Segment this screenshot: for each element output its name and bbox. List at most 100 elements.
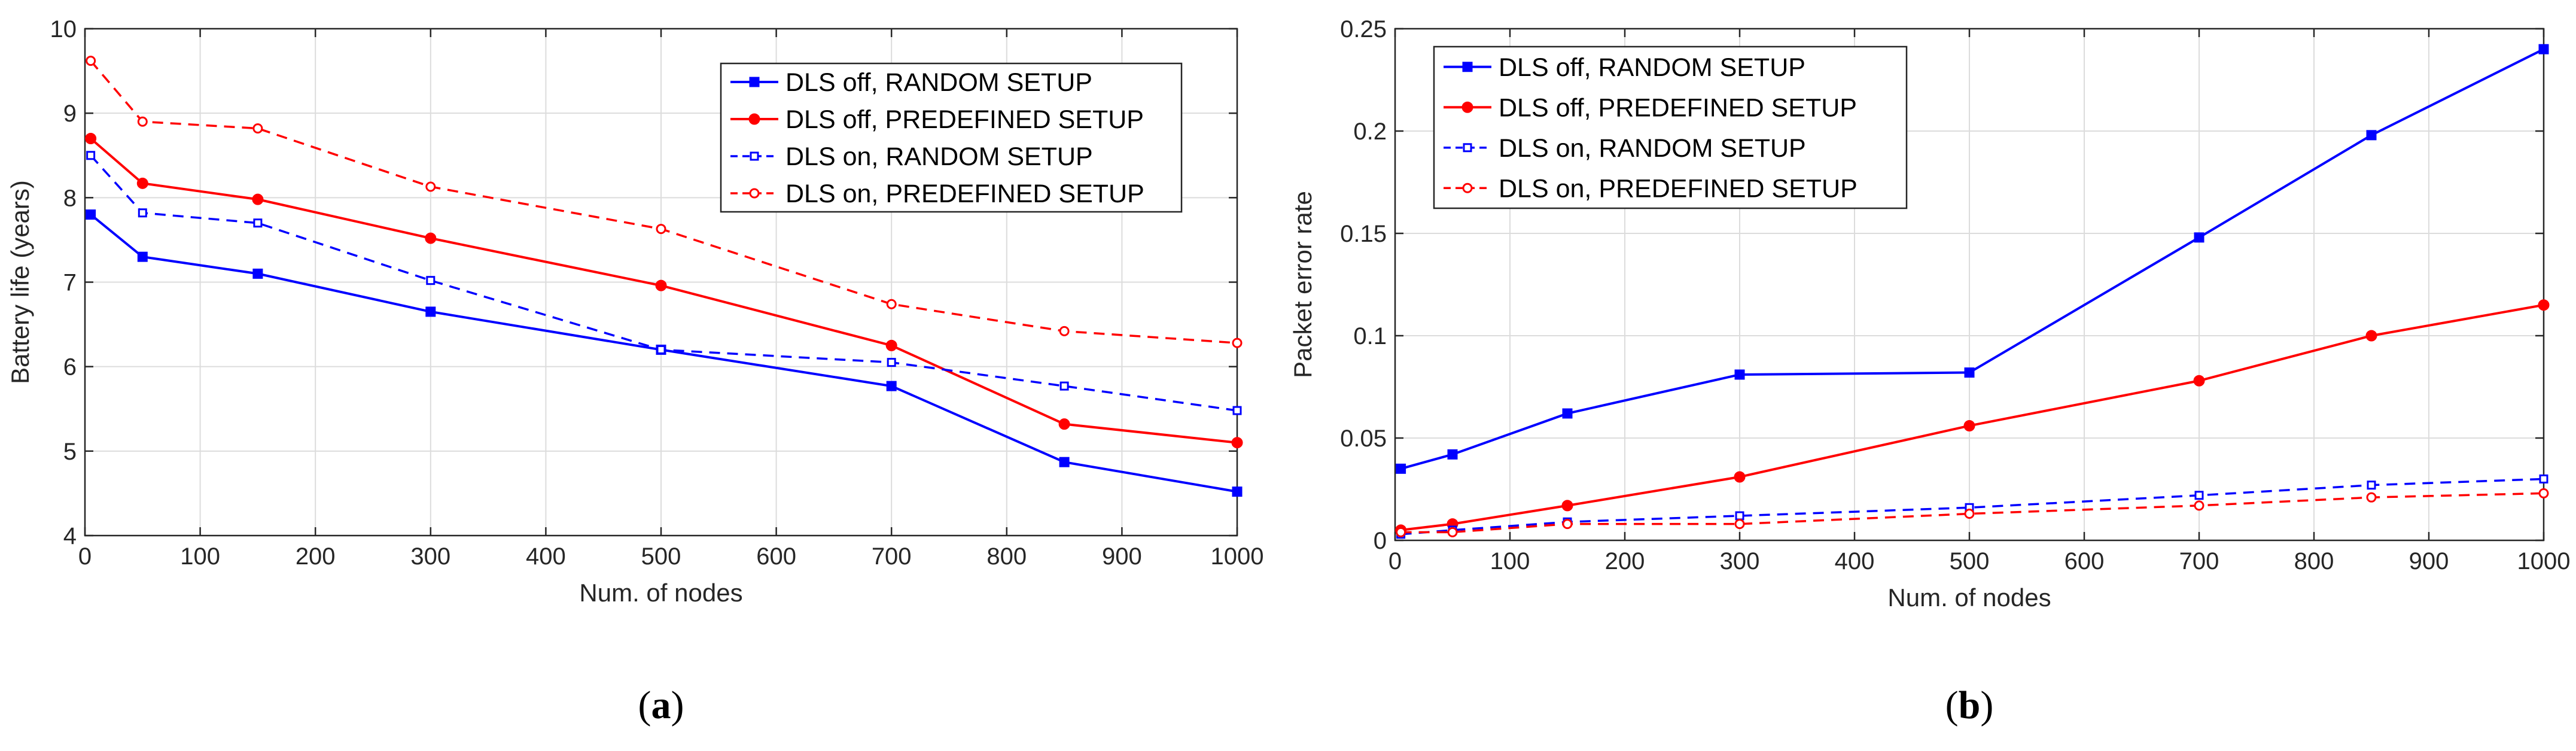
data-point-b-3-1 [1447, 527, 1458, 537]
data-point-a-1-2 [252, 193, 264, 205]
x-tick-label-b-6: 600 [2065, 548, 2105, 574]
data-point-a-0-3 [425, 306, 436, 317]
legend-label-a-3: DLS on, PREDEFINED SETUP [785, 180, 1144, 208]
x-tick-label-b-1: 100 [1490, 548, 1530, 574]
y-tick-label-b-0: 0 [1374, 528, 1387, 554]
data-point-b-2-5 [2194, 491, 2204, 500]
data-point-b-0-0 [1396, 463, 1406, 474]
data-point-a-1-4 [655, 279, 667, 291]
legend-marker-a-2 [750, 151, 759, 161]
y-axis-label-a: Battery life (years) [6, 180, 34, 384]
data-point-b-1-5 [2193, 375, 2205, 387]
x-tick-label-b-9: 900 [2409, 548, 2449, 574]
data-point-a-0-0 [86, 209, 96, 220]
y-tick-label-a-0: 4 [63, 523, 77, 549]
data-point-a-0-2 [252, 268, 263, 279]
data-point-a-2-0 [86, 151, 96, 160]
data-point-a-1-5 [885, 339, 897, 351]
x-tick-label-b-8: 800 [2294, 548, 2334, 574]
x-tick-label-b-10: 1000 [2517, 548, 2571, 574]
data-point-b-3-7 [2538, 488, 2549, 498]
data-point-a-1-6 [1058, 418, 1070, 430]
data-point-a-3-0 [86, 56, 96, 66]
x-tick-label-a-3: 300 [410, 543, 450, 570]
legend-label-b-1: DLS off, PREDEFINED SETUP [1499, 93, 1857, 122]
x-tick-label-b-3: 300 [1720, 548, 1760, 574]
data-point-a-2-1 [138, 208, 147, 218]
y-tick-label-b-3: 0.15 [1340, 221, 1387, 247]
chart-b-packet-error-rate: 0 100 200 300 400 500 600 700 800 900 1000 0 0.05 0.1… [1289, 16, 2570, 727]
series-line-b-3 [1400, 492, 2544, 534]
data-point-a-2-4 [656, 345, 666, 354]
data-point-a-3-1 [137, 116, 148, 127]
data-point-a-1-0 [85, 133, 97, 145]
data-point-b-0-4 [1964, 367, 1975, 378]
data-point-a-0-6 [1059, 457, 1070, 467]
legend-marker-b-2 [1463, 143, 1472, 153]
series-line-b-1 [1400, 303, 2544, 531]
data-point-b-3-5 [2194, 500, 2204, 511]
x-tick-label-a-0: 0 [78, 543, 92, 570]
x-axis-label-a: Num. of nodes [579, 579, 742, 607]
legend-label-b-3: DLS on, PREDEFINED SETUP [1499, 174, 1858, 203]
data-point-a-0-1 [137, 251, 148, 262]
series-line-a-3 [90, 60, 1238, 344]
data-point-b-2-6 [2367, 481, 2376, 490]
data-point-b-0-3 [1734, 369, 1745, 380]
x-axis-label-b: Num. of nodes [1887, 583, 2051, 612]
x-tick-label-a-1: 100 [180, 543, 220, 570]
x-tick-label-b-7: 700 [2179, 548, 2219, 574]
x-tick-label-a-2: 200 [296, 543, 336, 570]
data-point-a-3-7 [1232, 338, 1243, 348]
data-point-a-2-3 [426, 276, 436, 285]
data-point-a-3-3 [425, 181, 436, 192]
legend-marker-a-3 [749, 188, 760, 199]
series-line-a-0 [90, 214, 1238, 493]
legend-label-a-1: DLS off, PREDEFINED SETUP [785, 105, 1144, 134]
legend-label-b-0: DLS off, RANDOM SETUP [1499, 53, 1805, 82]
data-point-b-3-4 [1964, 509, 1975, 519]
data-point-b-0-5 [2194, 232, 2204, 243]
x-tick-label-b-5: 500 [1950, 548, 1990, 574]
x-tick-label-a-6: 600 [756, 543, 796, 570]
y-tick-label-b-5: 0.25 [1340, 16, 1387, 42]
data-point-a-2-2 [253, 218, 263, 228]
data-point-a-3-4 [656, 224, 666, 235]
legend-marker-a-0 [749, 77, 760, 87]
series-line-a-1 [90, 138, 1238, 444]
data-point-a-1-7 [1231, 437, 1243, 449]
x-tick-label-b-2: 200 [1605, 548, 1645, 574]
x-tick-label-a-9: 900 [1102, 543, 1142, 570]
legend-label-b-2: DLS on, RANDOM SETUP [1499, 134, 1806, 163]
caption-a: (a) [638, 683, 684, 727]
x-tick-label-a-8: 800 [986, 543, 1027, 570]
legend-label-a-2: DLS on, RANDOM SETUP [785, 142, 1093, 171]
data-point-a-3-5 [886, 299, 897, 309]
legend-marker-b-3 [1462, 183, 1473, 193]
y-tick-label-a-4: 8 [63, 185, 77, 211]
y-tick-label-a-1: 5 [63, 439, 77, 465]
data-point-a-0-7 [1232, 487, 1243, 497]
data-point-b-0-1 [1447, 449, 1458, 460]
data-point-b-0-2 [1562, 408, 1573, 419]
y-tick-label-a-5: 9 [63, 101, 77, 127]
x-tick-label-b-0: 0 [1389, 548, 1402, 574]
data-point-b-1-3 [1734, 471, 1746, 483]
x-tick-label-a-10: 1000 [1211, 543, 1264, 570]
series-line-b-2 [1400, 478, 2544, 536]
caption-b: (b) [1945, 683, 1994, 727]
legend-marker-b-0 [1462, 62, 1473, 72]
series-line-b-0 [1400, 48, 2544, 470]
x-tick-label-a-5: 500 [641, 543, 681, 570]
data-point-b-1-7 [2538, 299, 2550, 311]
legend-marker-a-1 [748, 113, 760, 125]
data-point-b-3-3 [1734, 519, 1745, 530]
legend-marker-b-1 [1461, 101, 1473, 113]
series-line-a-2 [90, 154, 1238, 412]
data-point-b-1-4 [1963, 419, 1975, 431]
data-point-b-3-2 [1562, 519, 1573, 530]
data-point-a-0-5 [886, 381, 897, 391]
y-tick-label-a-6: 10 [50, 16, 77, 42]
legend-label-a-0: DLS off, RANDOM SETUP [785, 68, 1092, 97]
